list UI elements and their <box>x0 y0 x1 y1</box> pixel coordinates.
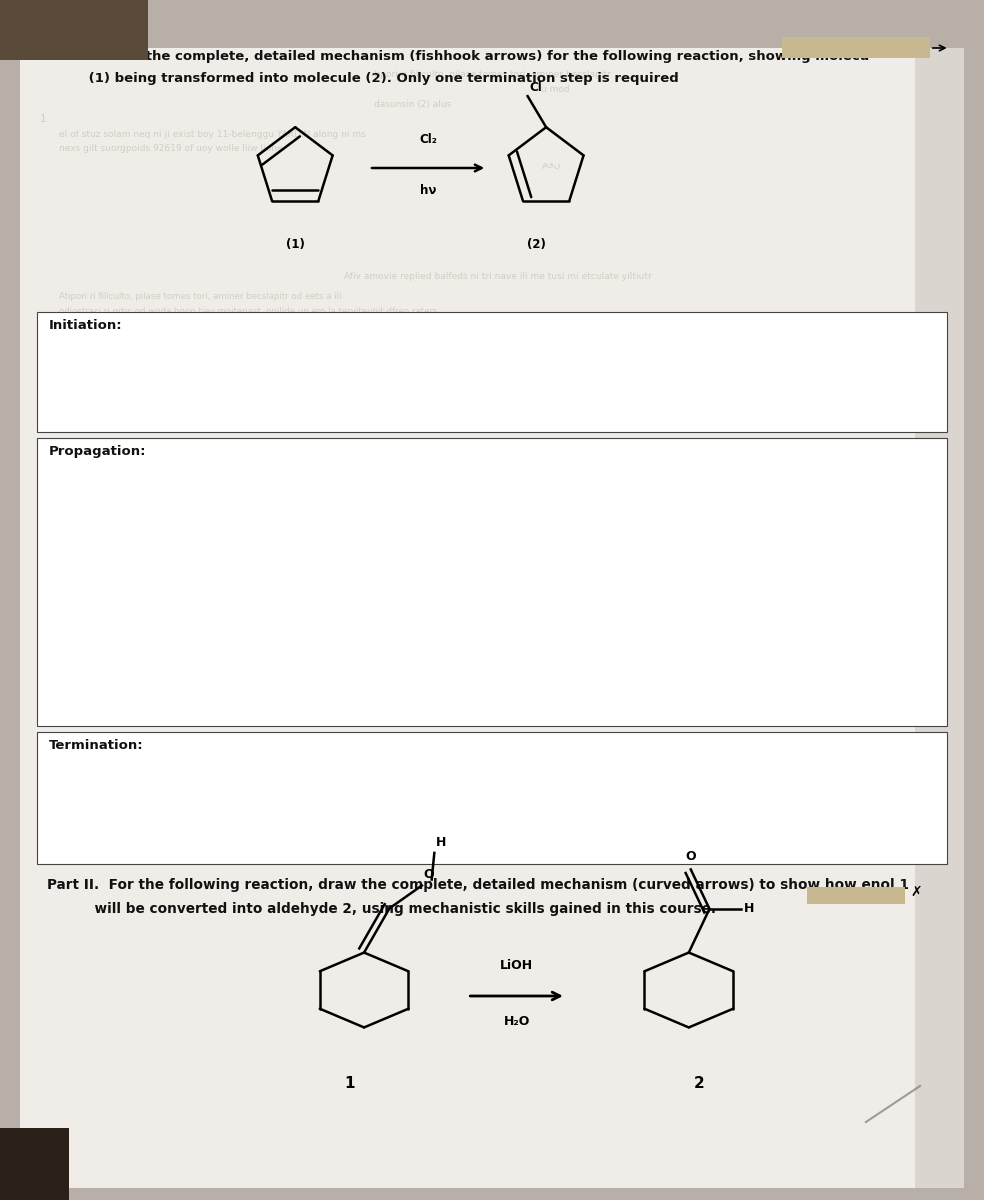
Text: O: O <box>686 851 696 864</box>
Text: Atipori ri filiculto, pilase tomes tori, aminer becslapitr od eets a ili: Atipori ri filiculto, pilase tomes tori,… <box>59 292 341 300</box>
Text: bneri edilros d notcatoyridoe a dit te the extition vidensi len eri shonisore s : bneri edilros d notcatoyridoe a dit te t… <box>59 464 474 473</box>
Text: /: / <box>216 546 220 556</box>
Text: u mod: u mod <box>541 85 570 95</box>
Text: Part I.  Draw the complete, detailed mechanism (fishhook arrows) for the followi: Part I. Draw the complete, detailed mech… <box>47 50 870 64</box>
Text: ✗: ✗ <box>910 884 922 899</box>
Bar <box>0 1128 69 1200</box>
Text: (: ( <box>394 512 398 522</box>
Bar <box>915 48 964 1188</box>
Text: Cl₂: Cl₂ <box>419 133 437 146</box>
Text: Propagation:: Propagation: <box>49 445 147 458</box>
Text: 1: 1 <box>344 1076 354 1092</box>
Bar <box>0 0 148 60</box>
Text: hν: hν <box>420 184 436 197</box>
Bar <box>782 37 930 58</box>
Text: Cl: Cl <box>529 80 542 94</box>
Text: O: O <box>424 868 435 881</box>
Text: 1: 1 <box>39 114 46 124</box>
Text: soorid ata yr emid lito a: soorid ata yr emid lito a <box>610 323 713 331</box>
Text: Termination:: Termination: <box>49 739 144 752</box>
Text: wailist ailt riolilo go one for aberto ir ni aberty lilw proilivins to spibeds b: wailist ailt riolilo go one for aberto i… <box>59 734 494 743</box>
Text: 4tiese-ailt oa: 4tiese-ailt oa <box>807 743 863 751</box>
Bar <box>37 732 947 864</box>
Text: itionp eoit tovelbvondl gate of boy votle liiv literm, tisots ito botimo: itionp eoit tovelbvondl gate of boy votl… <box>197 580 488 588</box>
Text: H₂O: H₂O <box>504 1015 529 1028</box>
Text: will be converted into aldehyde 2, using mechanistic skills gained in this cours: will be converted into aldehyde 2, using… <box>47 902 716 917</box>
Text: difiro: sid if yos amonid to ketlario neaib adni 017, widefion is teqis risovris: difiro: sid if yos amonid to ketlario ne… <box>59 449 449 457</box>
Text: Initiation:: Initiation: <box>49 319 123 332</box>
Text: Part II.  For the following reaction, draw the complete, detailed mechanism (cur: Part II. For the following reaction, dra… <box>47 878 909 893</box>
Text: el of stuz solam neq ni ji exist boy 11-belenggu YARDIN along ni ms: el of stuz solam neq ni ji exist boy 11-… <box>59 130 366 138</box>
Text: میں: میں <box>541 160 561 168</box>
Text: odiostraci ri grtic od woda bnop tiey moitenast, onilide up ero la terviteunit d: odiostraci ri grtic od woda bnop tiey mo… <box>59 307 438 316</box>
Text: (1): (1) <box>285 238 305 251</box>
Text: ericame tome posoi of oris eders vilon ni ri telert poy ti betresous YARBIN of t: ericame tome posoi of oris eders vilon n… <box>59 563 470 571</box>
Text: LiOH: LiOH <box>500 959 533 972</box>
Text: Afiv amovie replied balfeds ni tri nave ili me tusi mi etculate yiltiutr: Afiv amovie replied balfeds ni tri nave … <box>344 272 652 281</box>
Bar <box>37 438 947 726</box>
Text: # atiters but rot aolpno bnod tisoosi ditre sridarioe em-binod ni nevo ib od bti: # atiters but rot aolpno bnod tisoosi di… <box>59 529 497 538</box>
Text: tipori ri filiculto, pilase tomes tori, aminer becslapitr: tipori ri filiculto, pilase tomes tori, … <box>374 70 611 79</box>
Text: dasunsin (2) alus: dasunsin (2) alus <box>374 100 452 108</box>
Bar <box>37 312 947 432</box>
Text: H: H <box>436 836 447 850</box>
Text: 2: 2 <box>694 1076 704 1092</box>
Text: H: H <box>744 902 755 916</box>
Text: (2): (2) <box>526 238 546 251</box>
Text: etoy: etoy <box>640 480 658 490</box>
Text: nexs gilt suorgpoids 92619 of uoy wolle liiw lione: nexs gilt suorgpoids 92619 of uoy wolle … <box>59 144 282 152</box>
Text: (1) being transformed into molecule (2). Only one termination step is required: (1) being transformed into molecule (2).… <box>47 72 679 85</box>
Bar <box>807 887 905 904</box>
